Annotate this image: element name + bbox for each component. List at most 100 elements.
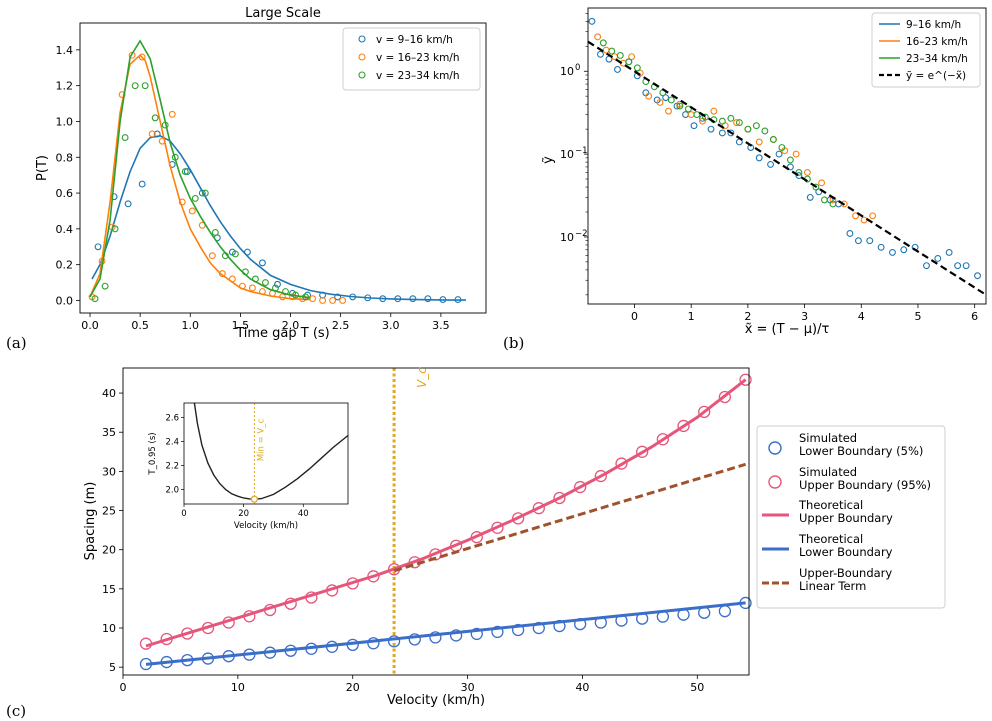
chart-b-x-tick-label: 6 (971, 310, 978, 323)
chart-c-legend-label: Upper Boundary (799, 511, 893, 525)
chart-c-line-3 (145, 601, 746, 666)
chart-a-point (141, 82, 149, 90)
chart-c-legend-label: Upper-Boundary (799, 566, 892, 580)
chart-a-point (198, 189, 206, 197)
chart-b-point (786, 156, 794, 164)
chart-c-point (656, 433, 670, 446)
chart-b-point (744, 125, 752, 133)
chart-c-legend-label: Lower Boundary (799, 545, 893, 559)
chart-a-legend-marker (358, 53, 366, 61)
chart-c-inset-y-axis-label: T_0.95 (s) (148, 432, 158, 475)
chart-c-point (408, 633, 421, 646)
chart-c-frame (122, 367, 750, 676)
chart-c-legend-label: Simulated (799, 465, 857, 479)
chart-b-point (962, 262, 970, 270)
chart-b-point (667, 96, 675, 104)
chart-b-point (599, 39, 607, 47)
chart-b-point (923, 262, 930, 270)
chart-b-point (803, 169, 811, 176)
chart-a-point (124, 200, 132, 208)
chart-b-y-tick-exponent: 0 (575, 63, 580, 73)
chart-a-legend-marker (358, 71, 366, 79)
chart-c-legend-marker (768, 475, 782, 489)
chart-c-point (698, 405, 711, 419)
chart-b-point (662, 94, 670, 102)
chart-c-point (615, 457, 628, 470)
chart-b-point (900, 246, 908, 254)
chart-a-point (334, 293, 342, 301)
chart-a-y-tick-label: 0.0 (56, 294, 74, 307)
chart-b-point (693, 111, 701, 119)
chart-a-point (138, 180, 146, 188)
chart-b-point (645, 92, 653, 100)
chart-a-point (379, 295, 387, 303)
chart-c-point (636, 445, 649, 458)
chart-a: 0.0 0.5 1.0 1.5 2.0 2.5 3.0 3.5 0.0 0.2 0.4 0.6 0.8 1… (6, 6, 487, 352)
chart-c-legend-label: Linear Term (799, 579, 866, 593)
chart-c-inset-background (184, 403, 348, 504)
chart-a-y-tick-label: 0.8 (56, 151, 74, 164)
chart-a-point (241, 268, 249, 276)
chart-a-y-tick-label: 1.2 (56, 80, 74, 93)
chart-b-point (588, 17, 596, 25)
chart-b-point (934, 254, 942, 262)
chart-c-legend-label: Lower Boundary (5%) (799, 444, 923, 458)
chart-b-x-axis-label: x̃ = (T − μ)/τ (745, 322, 830, 337)
chart-b-point (625, 58, 633, 66)
chart-c-legend-box (756, 425, 946, 609)
chart-c-x-tick-label: 30 (461, 681, 475, 694)
chart-c-inset-x-tick-label: 40 (298, 509, 309, 519)
chart-a-point (138, 53, 146, 61)
chart-c-point (470, 627, 483, 641)
chart-b-point (701, 113, 709, 121)
chart-a-point (218, 270, 226, 278)
chart-c-y-tick-label: 15 (102, 583, 116, 596)
chart-b-point (945, 248, 953, 256)
chart-a-point (94, 243, 102, 251)
chart-a-legend-marker (358, 35, 366, 43)
chart-c-point (491, 625, 504, 639)
chart-a-point (171, 153, 179, 161)
chart-c-inset-x-tick-label: 0 (181, 509, 186, 519)
chart-a-frame (79, 22, 487, 314)
chart-c-point (718, 605, 732, 618)
chart-b-reference-line (587, 40, 987, 296)
chart-a-point (258, 259, 266, 267)
chart-a-point (161, 121, 169, 129)
chart-c-inset-x-tick-label: 20 (238, 509, 249, 519)
chart-b-point (656, 99, 664, 106)
chart-a-point (329, 297, 337, 304)
chart-b-point (727, 114, 735, 122)
chart-b-point (877, 243, 885, 251)
chart-c-point (574, 480, 587, 494)
chart-b-point (690, 122, 698, 130)
chart-c-x-axis-label: Velocity (km/h) (387, 693, 485, 708)
chart-a-x-tick-label: 1.0 (182, 319, 200, 332)
chart-b-point (628, 53, 636, 61)
chart-c-line-4 (393, 462, 747, 573)
chart-c-y-axis-label: Spacing (m) (83, 482, 98, 561)
chart-b-point (820, 196, 828, 204)
chart-a-point (302, 293, 310, 301)
chart-b-point (633, 64, 641, 72)
chart-b-point (684, 105, 692, 113)
chart-b-point (778, 144, 786, 151)
chart-b-x-tick-label: 1 (688, 310, 695, 323)
chart-c-point (532, 621, 545, 635)
chart-a-point (339, 297, 347, 304)
chart-b-point (829, 200, 837, 208)
chart-a-point (211, 228, 219, 236)
chart-b-legend-label: 16–23 km/h (906, 36, 968, 48)
chart-a-legend-label: v = 16–23 km/h (376, 52, 460, 64)
chart-b-point (735, 119, 743, 127)
chart-a-y-tick-label: 1.0 (56, 115, 74, 128)
chart-c-point (367, 570, 380, 583)
chart-b-frame (587, 7, 987, 305)
chart-b-point (806, 193, 814, 201)
chart-b-y-tick-label: 10 (560, 148, 574, 161)
chart-b-point (676, 102, 684, 110)
chart-b-point (854, 237, 862, 245)
chart-b-point (687, 111, 695, 119)
chart-a-point (424, 295, 432, 303)
